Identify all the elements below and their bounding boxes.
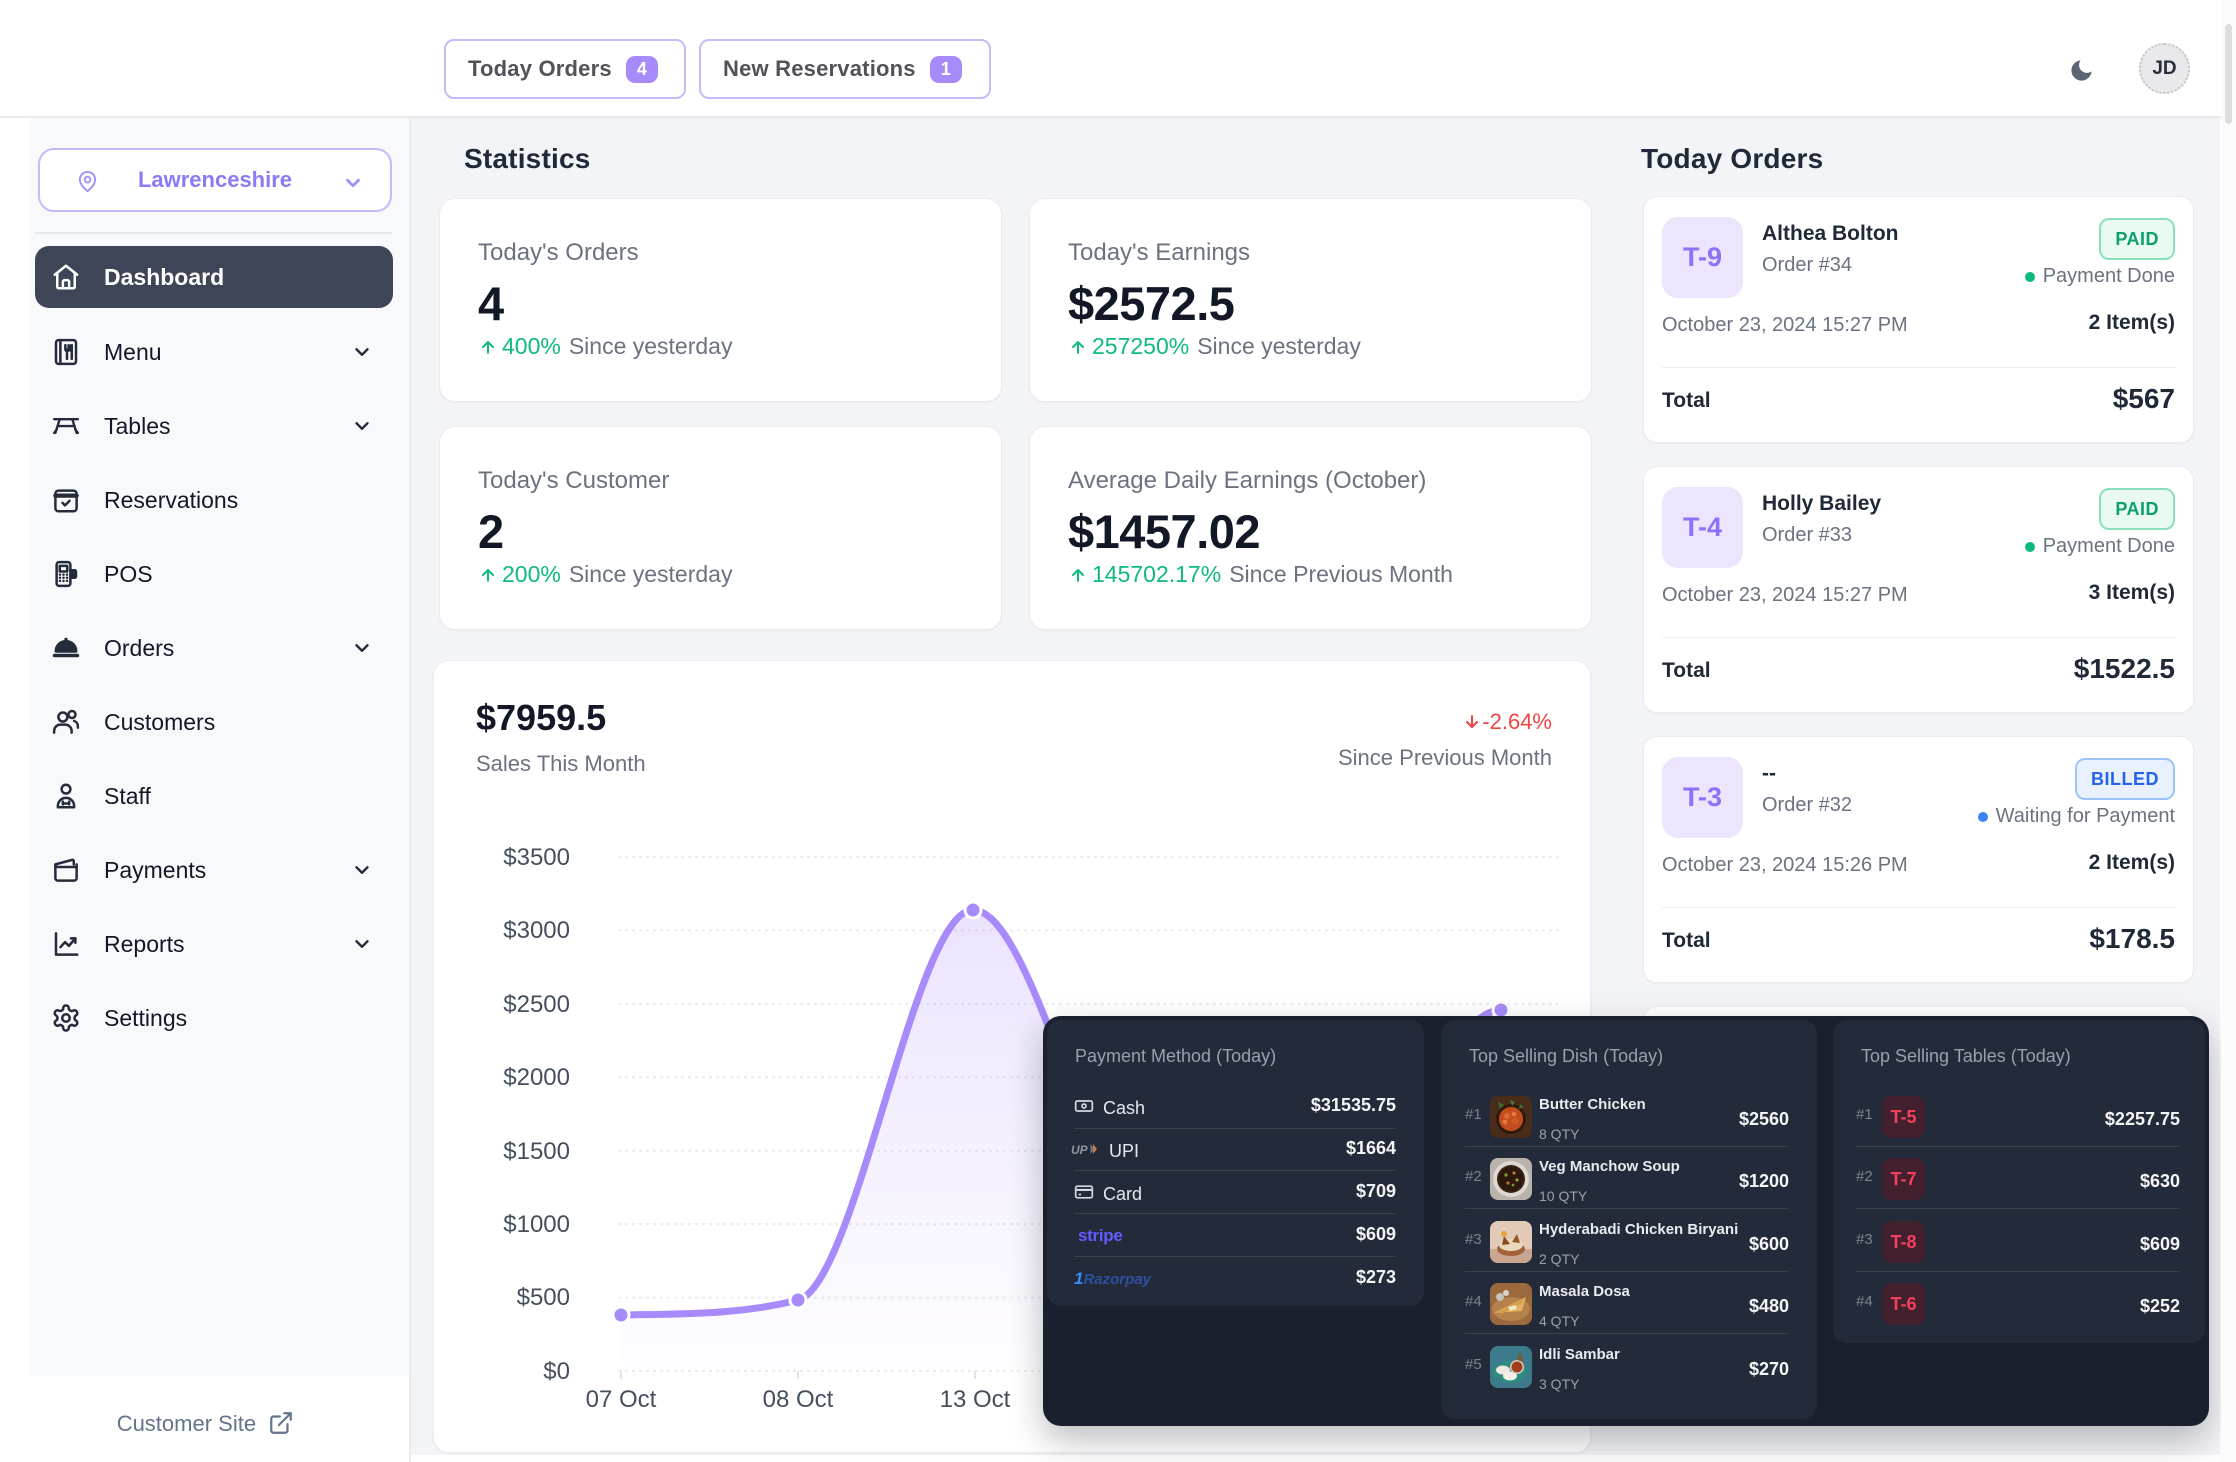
svg-text:07 Oct: 07 Oct (586, 1386, 657, 1413)
svg-text:UP: UP (1071, 1143, 1089, 1157)
svg-text:$3500: $3500 (503, 844, 570, 871)
svg-text:13 Oct: 13 Oct (940, 1386, 1011, 1413)
svg-text:$500: $500 (517, 1284, 570, 1311)
svg-text:$1500: $1500 (503, 1138, 570, 1165)
svg-text:$1000: $1000 (503, 1211, 570, 1238)
svg-text:08 Oct: 08 Oct (763, 1386, 834, 1413)
svg-text:$2000: $2000 (503, 1064, 570, 1091)
svg-text:$0: $0 (543, 1358, 570, 1385)
svg-text:$2500: $2500 (503, 991, 570, 1018)
svg-text:$3000: $3000 (503, 917, 570, 944)
